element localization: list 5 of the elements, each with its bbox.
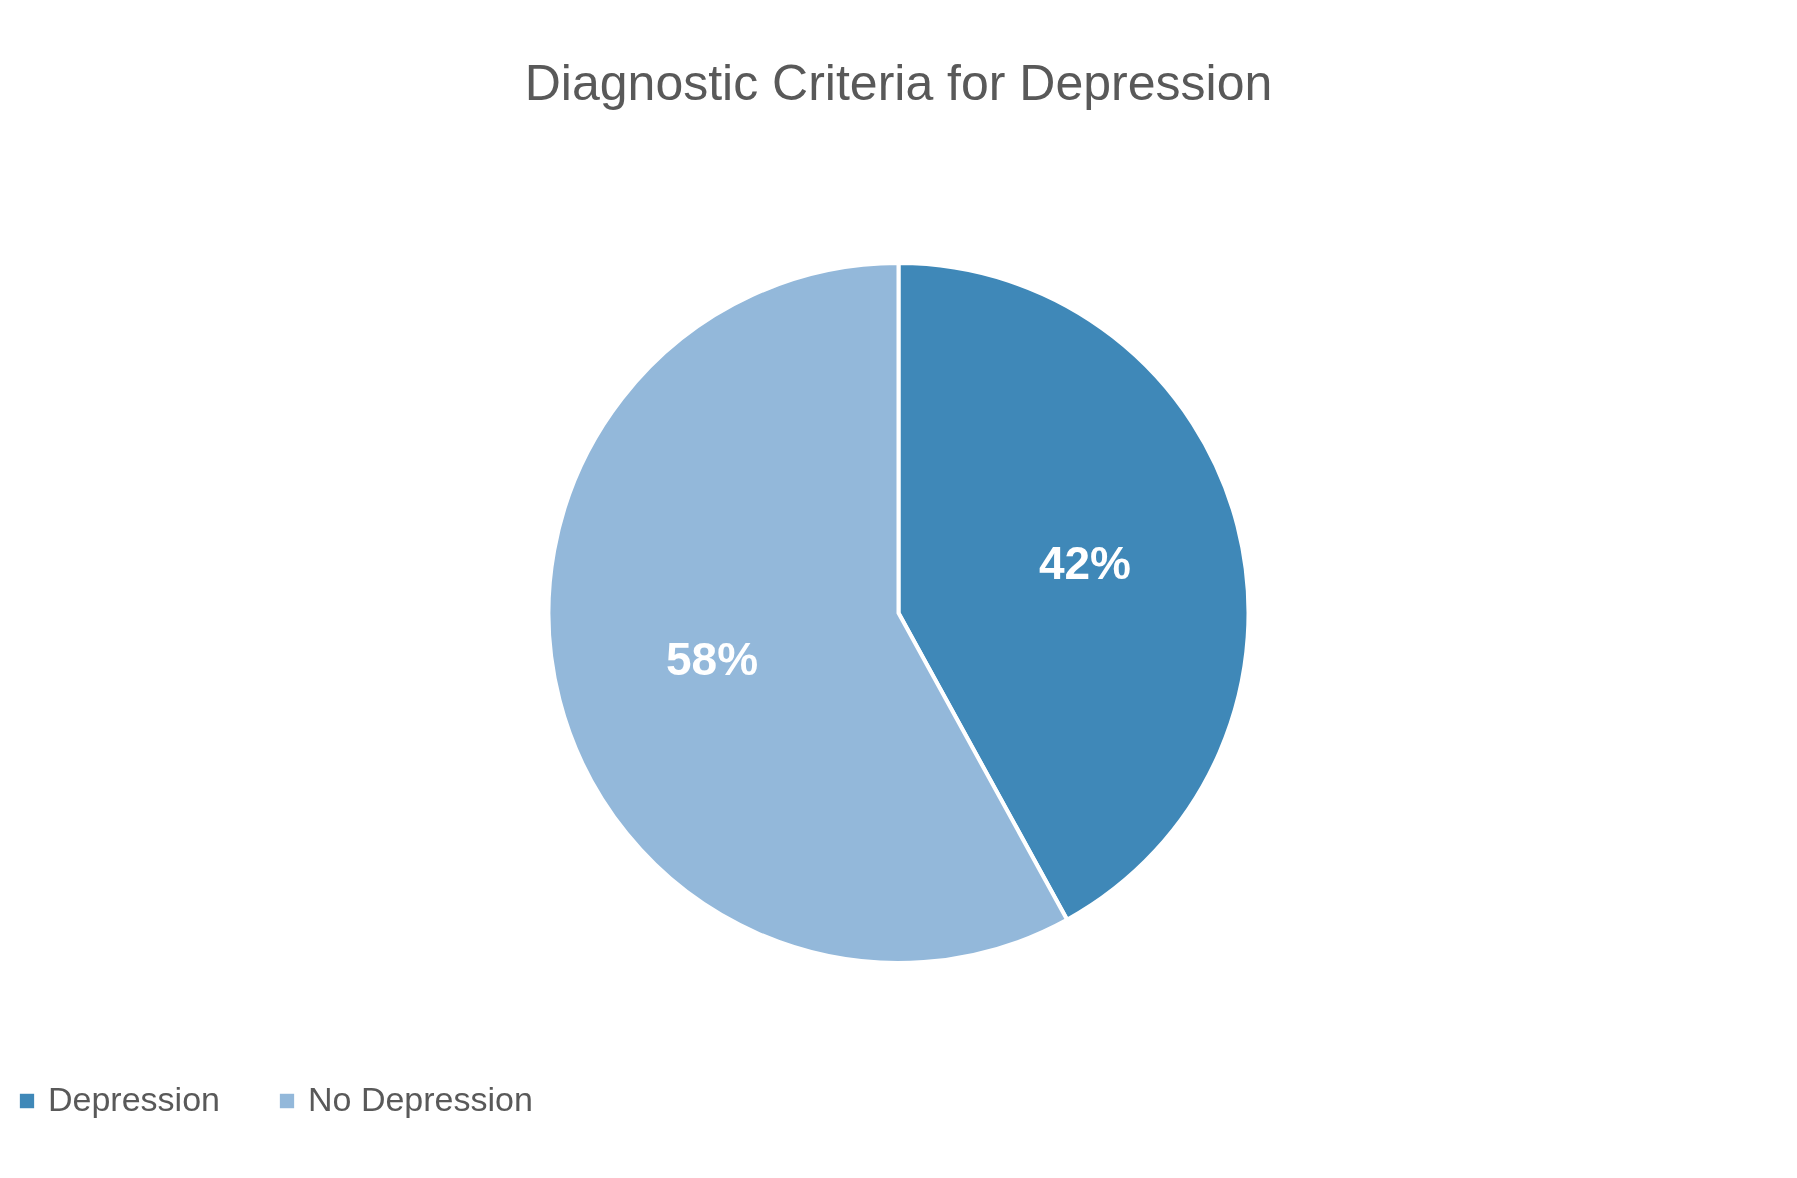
data-label: 42% xyxy=(1038,537,1131,590)
legend-label: No Depression xyxy=(308,1080,533,1118)
legend-label: Depression xyxy=(48,1080,220,1118)
chart-title: Diagnostic Criteria for Depression xyxy=(524,55,1273,111)
data-label: 58% xyxy=(666,632,759,685)
